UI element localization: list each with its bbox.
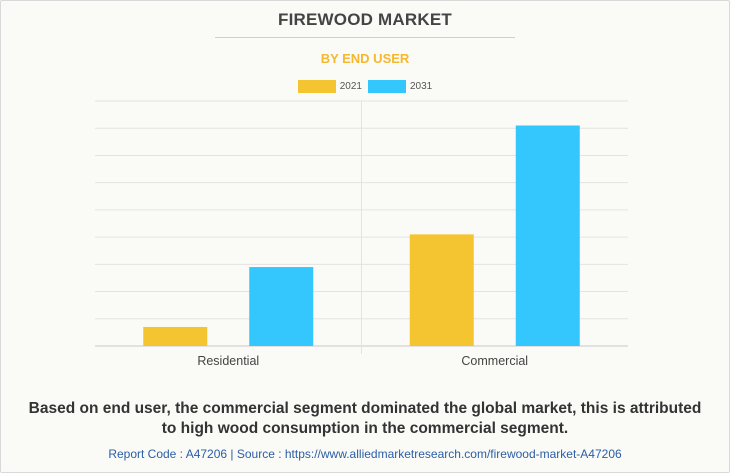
bar-residential-2031 [249,267,314,346]
title-divider [215,37,515,38]
source-footer: Report Code : A47206 | Source : https://… [108,447,622,461]
caption-line-1: Based on end user, the commercial segmen… [28,400,702,417]
chart-subtitle: BY END USER [320,51,410,66]
legend-swatch-2031 [368,80,406,93]
bar-residential-2021 [143,326,208,346]
category-label-commercial: Commercial [461,354,528,368]
legend: 2021 2031 [0,80,730,93]
legend-label-2021: 2021 [339,81,362,92]
chart-title: FIREWOOD MARKET [278,10,452,29]
caption: Based on end user, the commercial segmen… [0,399,730,439]
bars [143,125,580,346]
category-label-residential: Residential [197,354,259,368]
bar-commercial-2031 [515,125,580,346]
legend-item-2031: 2031 [368,80,432,93]
legend-item-2021: 2021 [297,80,362,93]
caption-line-2: to high wood consumption in the commerci… [161,420,569,437]
bar-commercial-2021 [409,234,474,346]
category-labels: Residential Commercial [197,354,528,368]
legend-swatch-2021 [297,80,336,93]
legend-label-2031: 2031 [410,81,433,92]
